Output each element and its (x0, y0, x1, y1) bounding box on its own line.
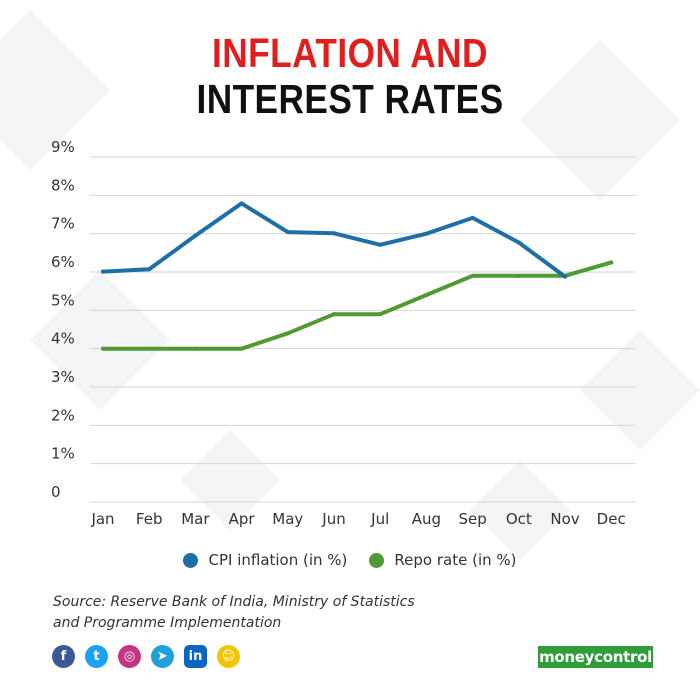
x-tick-label: Feb (136, 510, 163, 528)
data-point-repo (101, 346, 105, 351)
source-note: Source: Reserve Bank of India, Ministry … (53, 592, 473, 634)
data-point-cpi (378, 242, 383, 247)
data-point-cpi (147, 267, 152, 272)
telegram-icon[interactable]: ➤ (151, 645, 174, 668)
x-tick-label: Jul (370, 510, 389, 528)
x-tick-label: Jun (321, 510, 345, 528)
legend-marker-cpi (183, 552, 199, 568)
moneycontrol-logo[interactable]: moneycontrol (538, 646, 653, 668)
data-point-cpi (193, 233, 198, 238)
y-tick-label: 0 (51, 483, 61, 501)
data-point-cpi (101, 269, 105, 274)
y-tick-label: 4% (51, 330, 75, 348)
facebook-icon[interactable]: f (52, 645, 75, 668)
legend-item-cpi: CPI inflation (in %) (183, 551, 347, 569)
data-point-repo (609, 260, 614, 265)
x-tick-label: Oct (506, 510, 532, 528)
series-line-repo (101, 260, 614, 351)
legend-item-repo: Repo rate (in %) (369, 551, 517, 569)
data-point-cpi (516, 240, 521, 245)
x-tick-label: Apr (229, 510, 256, 528)
x-tick-label: Aug (412, 510, 441, 528)
data-point-repo (332, 312, 336, 317)
data-point-repo (378, 312, 383, 317)
social-links: f t ◎ ➤ in ☺ (52, 645, 240, 668)
series-line-cpi (101, 201, 567, 279)
data-point-cpi (563, 274, 567, 279)
data-point-repo (193, 346, 198, 351)
data-point-cpi (239, 201, 244, 206)
x-tick-label: Sep (458, 510, 486, 528)
y-tick-label: 3% (51, 368, 75, 386)
source-line-2: and Programme Implementation (53, 615, 282, 631)
x-tick-label: Dec (597, 510, 626, 528)
y-tick-label: 8% (51, 176, 75, 194)
x-tick-label: Jan (90, 510, 114, 528)
legend-label-cpi: CPI inflation (in %) (208, 551, 348, 569)
linkedin-icon[interactable]: in (184, 645, 207, 668)
y-tick-label: 7% (51, 215, 75, 233)
y-tick-label: 5% (51, 291, 75, 309)
data-point-cpi (424, 231, 429, 236)
source-line-1: Source: Reserve Bank of India, Ministry … (53, 594, 415, 610)
chart-legend: CPI inflation (in %) Repo rate (in %) (0, 551, 700, 569)
title-line-1: INFLATION AND (212, 30, 488, 76)
legend-label-repo: Repo rate (in %) (394, 551, 517, 569)
data-point-repo (470, 273, 475, 278)
y-tick-label: 9% (51, 138, 75, 156)
legend-marker-repo (369, 552, 385, 568)
instagram-icon[interactable]: ◎ (118, 645, 141, 668)
data-point-repo (147, 346, 152, 351)
x-tick-label: May (272, 510, 303, 528)
data-point-cpi (470, 215, 475, 220)
y-tick-label: 1% (51, 445, 75, 463)
data-point-cpi (285, 230, 290, 235)
y-tick-label: 6% (51, 253, 75, 271)
x-tick-label: Mar (181, 510, 210, 528)
twitter-icon[interactable]: t (85, 645, 108, 668)
snapchat-icon[interactable]: ☺ (217, 645, 240, 668)
title-line-2: INTEREST RATES (196, 76, 504, 122)
x-tick-label: Nov (550, 510, 579, 528)
data-point-repo (424, 293, 429, 297)
data-point-repo (239, 346, 244, 351)
data-point-repo (285, 331, 290, 336)
data-point-repo (516, 273, 521, 278)
y-tick-label: 2% (51, 406, 75, 424)
data-point-cpi (332, 231, 336, 236)
